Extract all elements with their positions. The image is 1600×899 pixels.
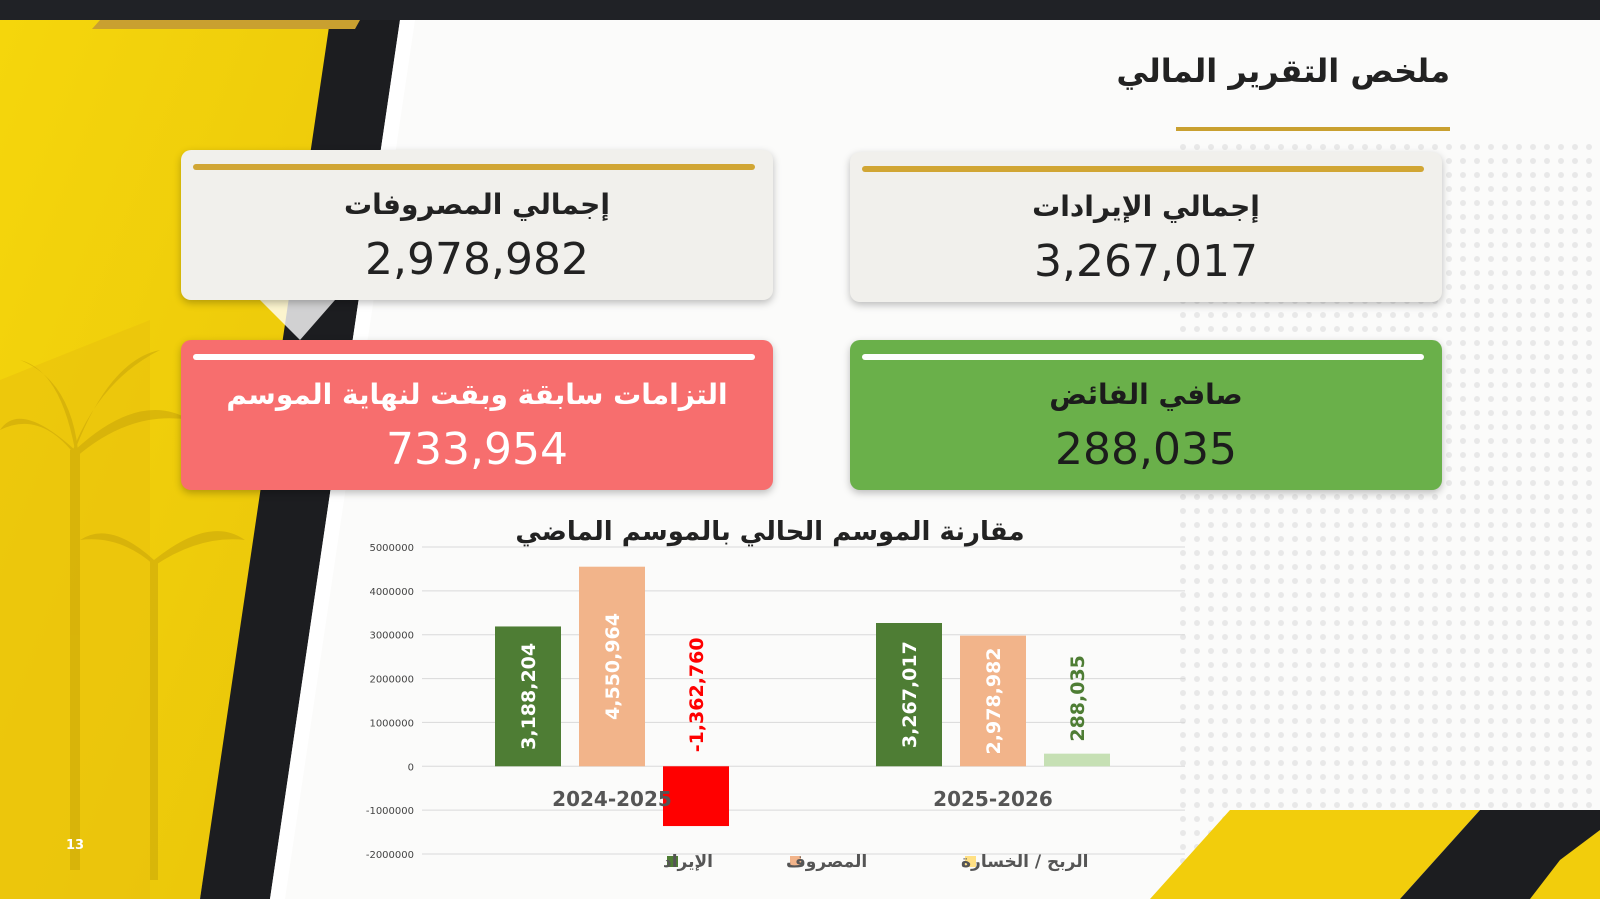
y-tick-label: 2000000 <box>369 675 414 686</box>
surplus-card: صافي الفائض 288,035 <box>850 340 1442 490</box>
legend-swatch <box>667 856 678 867</box>
bar <box>960 635 1026 767</box>
data-label: 2,978,982 <box>983 647 1005 754</box>
data-label: 4,550,964 <box>602 613 624 720</box>
y-tick-label: 1000000 <box>369 718 414 729</box>
legend-label: المصروف <box>786 852 867 872</box>
revenue-card: إجمالي الإيرادات 3,267,017 <box>850 152 1442 302</box>
y-tick-label: 4000000 <box>369 587 414 598</box>
data-label: -1,362,760 <box>686 637 708 752</box>
obligations-card: التزامات سابقة وبقت لنهاية الموسم 733,95… <box>181 340 773 490</box>
page-number: 13 <box>66 838 85 853</box>
card-accent-bar <box>862 354 1424 360</box>
card-accent-bar <box>193 354 755 360</box>
obligations-label: التزامات سابقة وبقت لنهاية الموسم <box>226 378 728 411</box>
bar <box>495 626 561 767</box>
chart-title: مقارنة الموسم الحالي بالموسم الماضي <box>515 517 1025 547</box>
surplus-label: صافي الفائض <box>1049 378 1243 411</box>
card-accent-bar <box>193 164 755 170</box>
card-accent-bar <box>862 166 1424 172</box>
y-tick-label: 3000000 <box>369 631 414 642</box>
top-bar <box>0 0 1600 20</box>
y-tick-label: 0 <box>408 762 414 773</box>
expenses-card: إجمالي المصروفات 2,978,982 <box>181 150 773 300</box>
bar <box>579 566 645 767</box>
page-title: ملخص التقرير المالي <box>1116 52 1450 90</box>
bar <box>876 623 942 767</box>
bar <box>1044 753 1110 767</box>
legend-label: الإيراد <box>663 852 713 872</box>
expenses-label: إجمالي المصروفات <box>344 188 610 221</box>
surplus-value: 288,035 <box>1055 424 1237 475</box>
data-label: 3,188,204 <box>518 643 540 750</box>
revenue-label: إجمالي الإيرادات <box>1032 190 1260 223</box>
bar <box>663 766 729 827</box>
y-tick-label: -1000000 <box>366 806 414 817</box>
obligations-value: 733,954 <box>386 424 568 475</box>
legend-swatch <box>790 856 801 867</box>
legend-label: الربح / الخسارة <box>961 852 1088 872</box>
y-tick-label: 5000000 <box>369 543 414 554</box>
expenses-value: 2,978,982 <box>365 234 589 285</box>
data-label: 3,267,017 <box>899 641 921 748</box>
revenue-value: 3,267,017 <box>1034 236 1258 287</box>
legend-swatch <box>965 856 976 867</box>
data-label: 288,035 <box>1067 655 1089 742</box>
category-label: 2024-2025 <box>552 787 672 811</box>
title-underline <box>1176 127 1450 131</box>
y-tick-label: -2000000 <box>366 850 414 861</box>
category-label: 2025-2026 <box>933 787 1053 811</box>
